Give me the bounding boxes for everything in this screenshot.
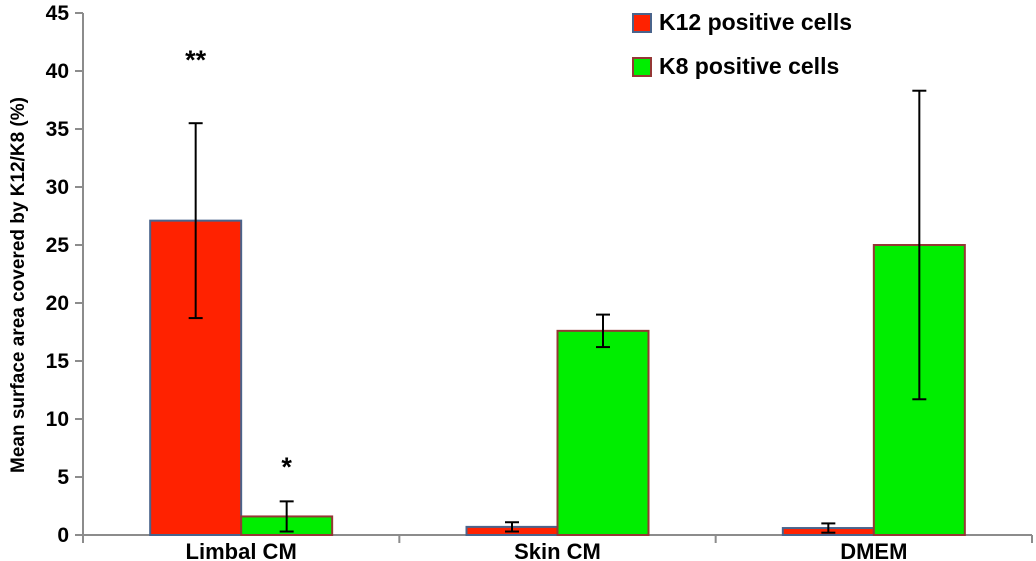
legend-label-k12: K12 positive cells	[659, 9, 853, 35]
legend-swatch-k8-icon	[632, 56, 652, 77]
significance-annotation: *	[281, 452, 292, 482]
legend: K12 positive cells K8 positive cells	[632, 8, 852, 82]
y-tick-label: 25	[46, 234, 70, 257]
y-tick-label: 5	[57, 466, 69, 489]
y-axis-title: Mean surface area covered by K12/K8 (%)	[8, 97, 29, 473]
x-category-label: Skin CM	[514, 539, 601, 561]
bar-skin-cm-s1	[556, 329, 650, 536]
y-tick-label: 30	[46, 176, 69, 199]
y-tick-label: 20	[46, 292, 69, 315]
legend-item-k12: K12 positive cells	[632, 8, 852, 38]
bar-limbal-cm-s0	[149, 219, 243, 536]
legend-item-k8: K8 positive cells	[632, 52, 852, 82]
y-tick-label: 45	[46, 2, 70, 25]
y-tick-label: 35	[46, 118, 70, 141]
y-tick-label: 40	[46, 60, 69, 83]
x-category-label: DMEM	[840, 539, 907, 561]
legend-swatch-k12-icon	[632, 12, 652, 33]
y-tick-label: 15	[46, 350, 70, 373]
y-tick-label: 0	[57, 524, 69, 547]
significance-annotation: **	[185, 45, 207, 75]
legend-label-k8: K8 positive cells	[659, 52, 840, 79]
y-tick-label: 10	[46, 408, 69, 431]
x-category-label: Limbal CM	[186, 539, 297, 561]
